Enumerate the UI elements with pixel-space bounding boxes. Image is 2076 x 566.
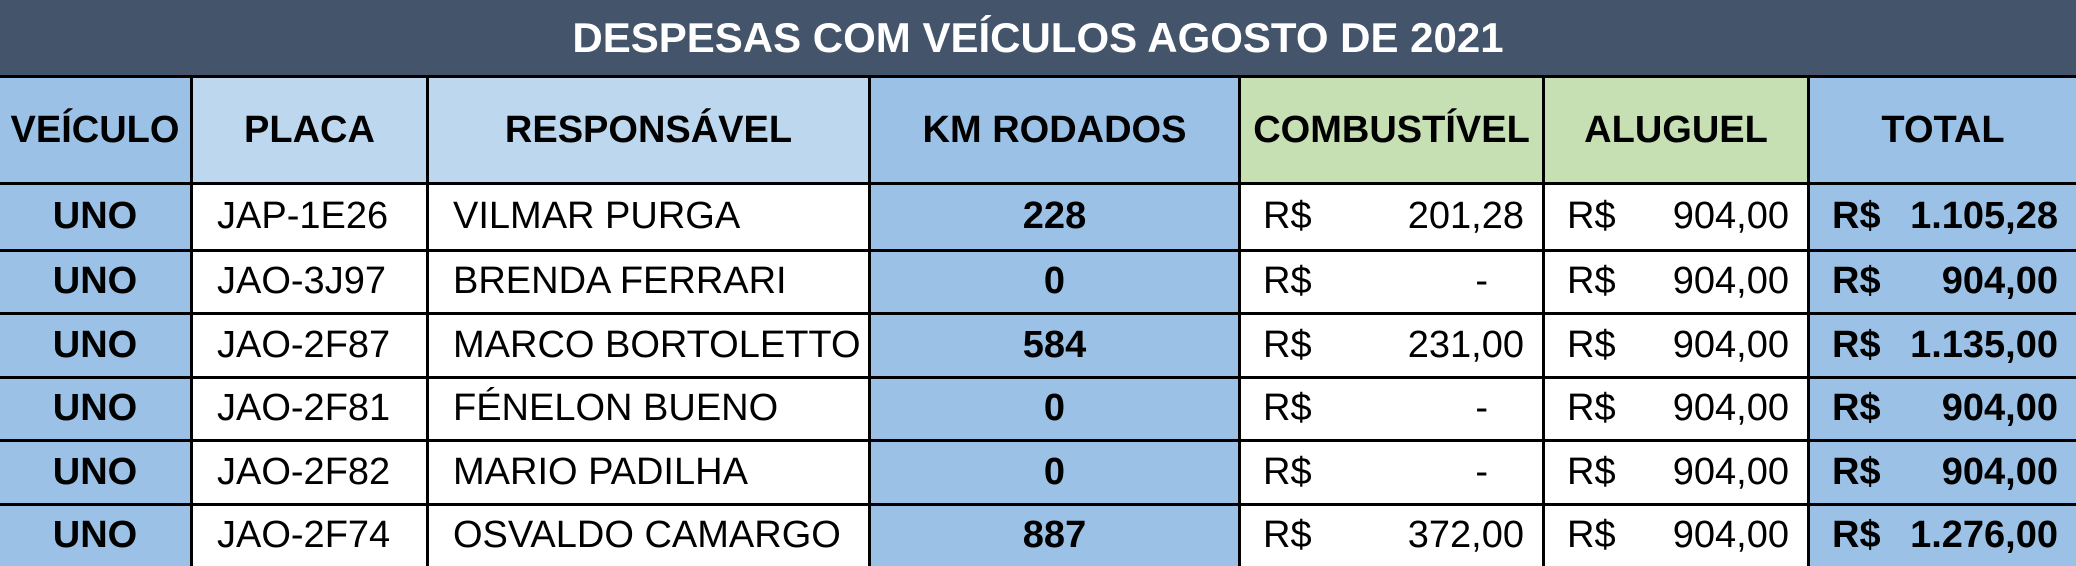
currency: R$: [1263, 450, 1312, 493]
rent-cell: R$ 904,00: [1545, 505, 1807, 566]
amount: 904,00: [1672, 450, 1789, 493]
column-header: ALUGUEL: [1545, 78, 1807, 182]
responsible-cell: BRENDA FERRARI: [429, 251, 868, 312]
rent-cell: R$ 904,00: [1545, 378, 1807, 439]
currency: R$: [1567, 387, 1616, 430]
plate-cell: JAO-2F74: [193, 505, 426, 566]
fuel-cell: R$ 231,00: [1241, 315, 1542, 376]
currency: R$: [1567, 195, 1616, 238]
vehicle-cell: UNO: [0, 185, 190, 249]
fuel-cell: R$ -: [1241, 251, 1542, 312]
total-cell: R$ 1.276,00: [1810, 505, 2076, 566]
km-cell: 228: [871, 185, 1238, 249]
column-header: PLACA: [193, 78, 426, 182]
amount: 904,00: [1941, 260, 2058, 303]
currency: R$: [1832, 323, 1881, 366]
amount: 904,00: [1672, 260, 1789, 303]
amount: 1.105,28: [1910, 195, 2058, 238]
currency: R$: [1263, 387, 1312, 430]
amount: -: [1475, 387, 1488, 430]
currency: R$: [1832, 387, 1881, 430]
currency: R$: [1567, 323, 1616, 366]
amount: 1.135,00: [1910, 323, 2058, 366]
km-cell: 584: [871, 315, 1238, 376]
responsible-cell: VILMAR PURGA: [429, 185, 868, 249]
km-cell: 0: [871, 378, 1238, 439]
amount: 904,00: [1672, 514, 1789, 557]
plate-cell: JAO-2F81: [193, 378, 426, 439]
currency: R$: [1263, 514, 1312, 557]
currency: R$: [1832, 195, 1881, 238]
vehicle-cell: UNO: [0, 315, 190, 376]
amount: 904,00: [1941, 387, 2058, 430]
amount: 904,00: [1941, 450, 2058, 493]
rent-cell: R$ 904,00: [1545, 315, 1807, 376]
amount: -: [1475, 450, 1488, 493]
km-cell: 887: [871, 505, 1238, 566]
responsible-cell: MARIO PADILHA: [429, 442, 868, 503]
currency: R$: [1832, 450, 1881, 493]
amount: -: [1475, 260, 1488, 303]
total-cell: R$ 904,00: [1810, 251, 2076, 312]
plate-cell: JAO-2F87: [193, 315, 426, 376]
plate-cell: JAO-3J97: [193, 251, 426, 312]
responsible-cell: MARCO BORTOLETTO: [429, 315, 868, 376]
fuel-cell: R$ 201,28: [1241, 185, 1542, 249]
amount: 904,00: [1672, 323, 1789, 366]
total-cell: R$ 1.105,28: [1810, 185, 2076, 249]
rent-cell: R$ 904,00: [1545, 442, 1807, 503]
amount: 1.276,00: [1910, 514, 2058, 557]
currency: R$: [1567, 260, 1616, 303]
km-cell: 0: [871, 442, 1238, 503]
column-header: KM RODADOS: [871, 78, 1238, 182]
currency: R$: [1832, 260, 1881, 303]
vehicle-cell: UNO: [0, 442, 190, 503]
responsible-cell: FÉNELON BUENO: [429, 378, 868, 439]
km-cell: 0: [871, 251, 1238, 312]
currency: R$: [1567, 450, 1616, 493]
fuel-cell: R$ 372,00: [1241, 505, 1542, 566]
amount: 904,00: [1672, 195, 1789, 238]
column-header: COMBUSTÍVEL: [1241, 78, 1542, 182]
vehicle-cell: UNO: [0, 378, 190, 439]
fuel-cell: R$ -: [1241, 442, 1542, 503]
currency: R$: [1263, 195, 1312, 238]
vehicle-cell: UNO: [0, 505, 190, 566]
amount: 231,00: [1407, 323, 1524, 366]
total-cell: R$ 904,00: [1810, 378, 2076, 439]
amount: 201,28: [1407, 195, 1524, 238]
currency: R$: [1263, 260, 1312, 303]
currency: R$: [1832, 514, 1881, 557]
rent-cell: R$ 904,00: [1545, 185, 1807, 249]
column-header: RESPONSÁVEL: [429, 78, 868, 182]
column-header: VEÍCULO: [0, 78, 190, 182]
total-cell: R$ 904,00: [1810, 442, 2076, 503]
responsible-cell: OSVALDO CAMARGO: [429, 505, 868, 566]
amount: 904,00: [1672, 387, 1789, 430]
sheet-title: DESPESAS COM VEÍCULOS AGOSTO DE 2021: [0, 0, 2076, 75]
currency: R$: [1567, 514, 1616, 557]
fuel-cell: R$ -: [1241, 378, 1542, 439]
plate-cell: JAP-1E26: [193, 185, 426, 249]
vehicle-cell: UNO: [0, 251, 190, 312]
rent-cell: R$ 904,00: [1545, 251, 1807, 312]
total-cell: R$ 1.135,00: [1810, 315, 2076, 376]
plate-cell: JAO-2F82: [193, 442, 426, 503]
currency: R$: [1263, 323, 1312, 366]
column-header: TOTAL: [1810, 78, 2076, 182]
amount: 372,00: [1407, 514, 1524, 557]
